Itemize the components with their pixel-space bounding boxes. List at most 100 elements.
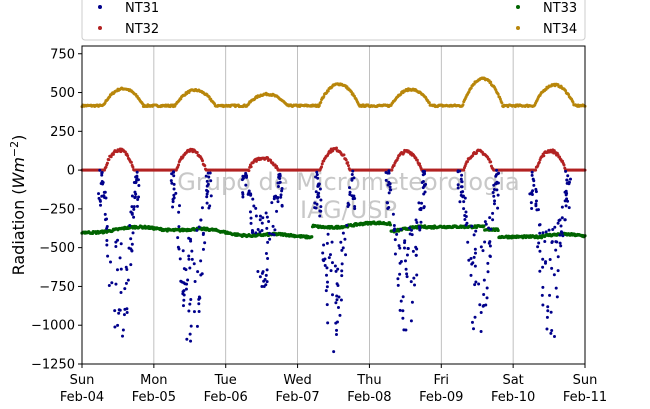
data-point bbox=[541, 285, 545, 289]
data-point bbox=[388, 188, 392, 192]
data-point bbox=[249, 216, 253, 220]
data-point bbox=[401, 309, 405, 313]
data-point bbox=[256, 270, 260, 274]
data-point bbox=[316, 195, 320, 199]
data-point bbox=[568, 177, 572, 181]
data-point bbox=[386, 183, 390, 187]
data-point bbox=[336, 305, 340, 309]
data-point bbox=[195, 324, 199, 328]
data-point bbox=[403, 259, 407, 263]
data-point bbox=[340, 269, 344, 273]
data-point bbox=[419, 208, 423, 212]
data-point bbox=[106, 254, 110, 258]
data-point bbox=[190, 249, 194, 253]
data-point bbox=[320, 162, 324, 166]
data-point bbox=[130, 205, 134, 209]
data-point bbox=[97, 192, 101, 196]
data-point bbox=[563, 218, 567, 222]
data-point bbox=[560, 205, 564, 209]
data-point bbox=[534, 168, 538, 172]
data-point bbox=[402, 246, 406, 250]
data-point bbox=[421, 186, 425, 190]
data-point bbox=[420, 201, 424, 205]
data-point bbox=[325, 285, 329, 289]
data-point bbox=[399, 299, 403, 303]
data-point bbox=[461, 103, 465, 107]
data-point bbox=[265, 268, 269, 272]
data-point bbox=[417, 201, 421, 205]
data-point bbox=[325, 273, 328, 277]
data-point bbox=[473, 251, 477, 255]
x-tick-label: Sun Feb-04 bbox=[60, 373, 104, 405]
data-point bbox=[254, 206, 258, 210]
data-point bbox=[133, 195, 137, 199]
data-point bbox=[241, 195, 245, 199]
data-point bbox=[534, 199, 538, 203]
data-point bbox=[530, 173, 534, 177]
data-point bbox=[409, 228, 413, 232]
data-point bbox=[205, 179, 209, 183]
data-point bbox=[105, 225, 109, 229]
data-point bbox=[313, 201, 317, 205]
data-point bbox=[422, 183, 426, 187]
data-point bbox=[567, 92, 571, 96]
data-point bbox=[136, 178, 140, 182]
data-point bbox=[422, 206, 426, 210]
data-point bbox=[332, 350, 336, 354]
data-point bbox=[348, 186, 352, 190]
data-point bbox=[388, 185, 392, 189]
data-point bbox=[472, 255, 476, 259]
data-point bbox=[205, 195, 209, 199]
data-point bbox=[126, 154, 130, 158]
data-point bbox=[314, 190, 318, 194]
data-point bbox=[482, 224, 486, 228]
data-point bbox=[137, 195, 141, 199]
data-point bbox=[463, 214, 467, 218]
data-point bbox=[474, 229, 478, 233]
data-point bbox=[113, 325, 117, 329]
data-point bbox=[537, 241, 541, 245]
data-point bbox=[128, 223, 132, 227]
data-point bbox=[399, 227, 403, 231]
data-point bbox=[181, 249, 185, 253]
data-point bbox=[208, 171, 212, 175]
data-point bbox=[492, 202, 496, 206]
data-point bbox=[398, 272, 402, 276]
data-point bbox=[390, 168, 394, 172]
data-point bbox=[541, 265, 545, 269]
data-point bbox=[556, 255, 560, 259]
data-point bbox=[247, 169, 251, 173]
data-point bbox=[462, 168, 466, 172]
data-point bbox=[545, 327, 549, 331]
data-point bbox=[129, 160, 133, 164]
data-point bbox=[571, 100, 575, 104]
data-point bbox=[484, 303, 488, 307]
data-point bbox=[264, 283, 268, 287]
data-point bbox=[188, 266, 192, 270]
data-point bbox=[280, 187, 284, 191]
data-point bbox=[341, 231, 345, 235]
data-point bbox=[548, 257, 552, 261]
data-point bbox=[260, 228, 264, 232]
data-point bbox=[276, 196, 280, 200]
data-point bbox=[346, 164, 350, 168]
data-point bbox=[465, 160, 469, 164]
data-point bbox=[279, 195, 283, 199]
data-point bbox=[393, 252, 397, 256]
data-point bbox=[176, 236, 180, 240]
x-tick-label: Sun Feb-11 bbox=[563, 373, 607, 405]
data-point bbox=[279, 193, 283, 197]
data-point bbox=[558, 233, 562, 237]
data-point bbox=[352, 194, 356, 198]
data-point bbox=[320, 165, 324, 169]
data-point bbox=[559, 244, 563, 248]
data-point bbox=[118, 256, 122, 260]
data-point bbox=[486, 261, 490, 265]
data-point bbox=[111, 152, 115, 156]
legend-marker bbox=[98, 26, 102, 30]
data-point bbox=[107, 284, 111, 288]
data-point bbox=[197, 302, 201, 306]
data-point bbox=[340, 248, 344, 252]
data-point bbox=[410, 300, 414, 304]
data-point bbox=[258, 230, 262, 234]
